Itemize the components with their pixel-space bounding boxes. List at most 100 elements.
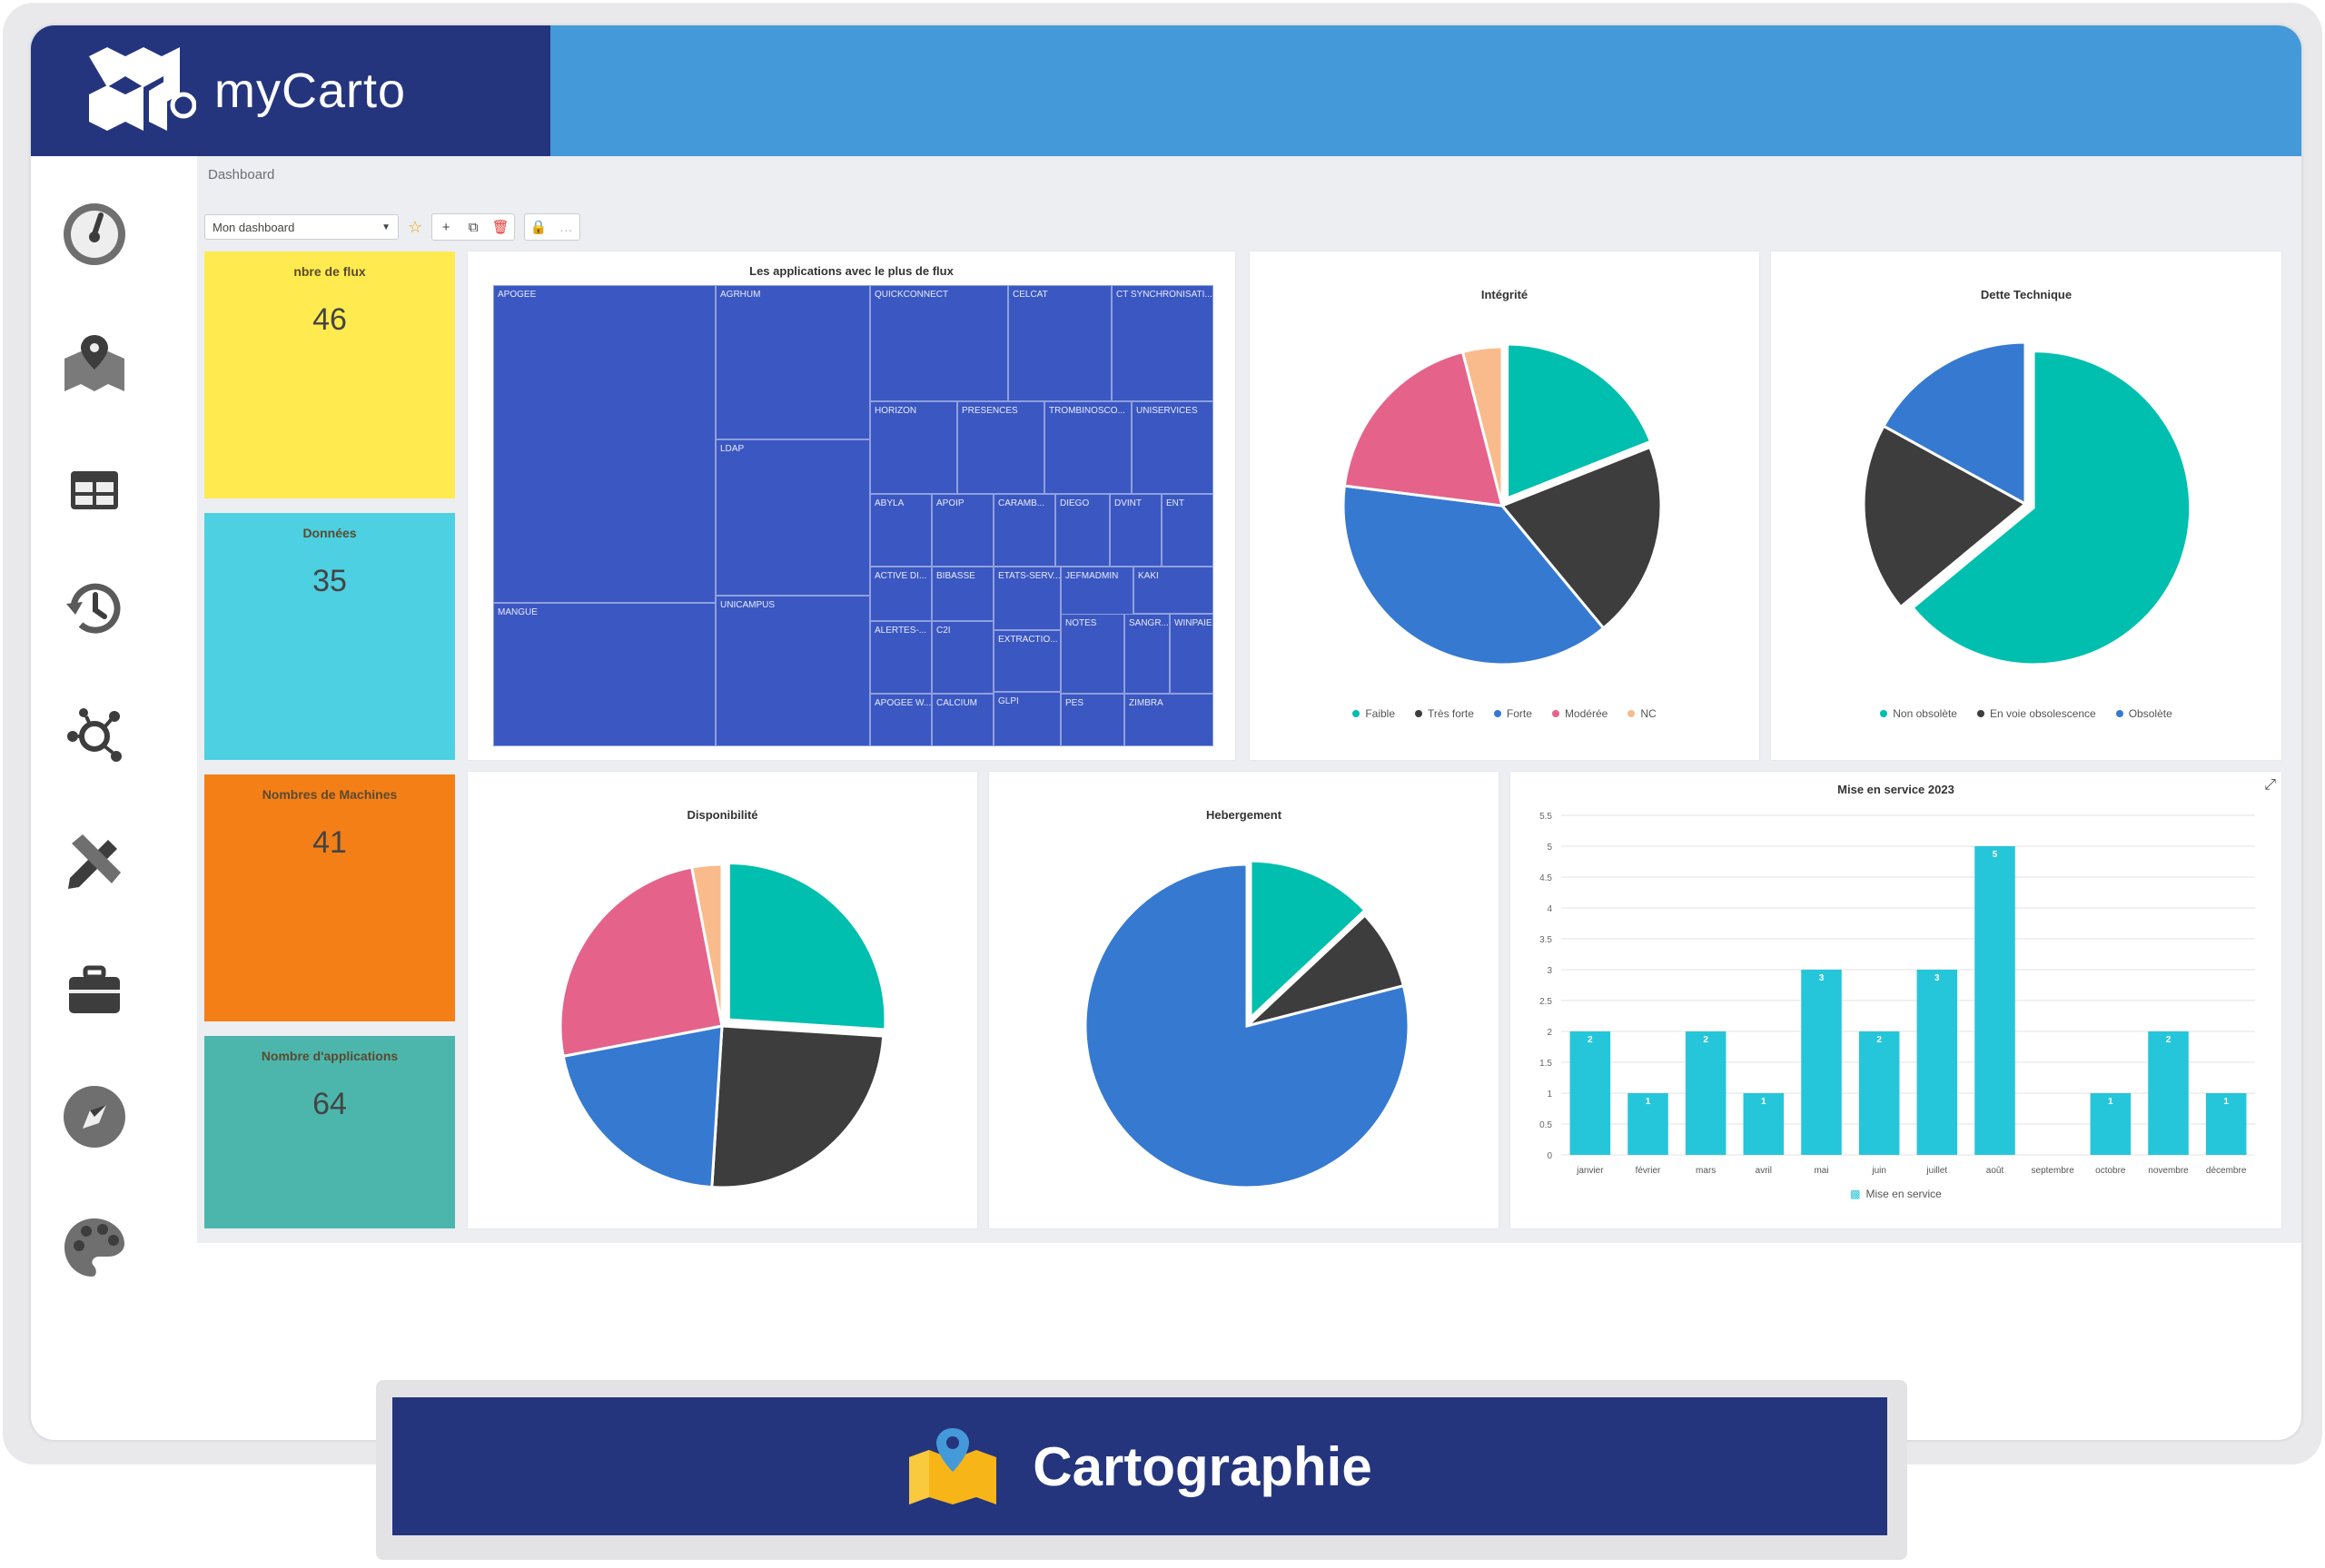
pie-slice[interactable]	[1460, 345, 1504, 507]
pie-slice[interactable]	[1862, 424, 2028, 609]
pie-slice[interactable]	[1881, 340, 2027, 507]
pie-slice[interactable]	[1910, 350, 2192, 666]
treemap-cell[interactable]: UNISERVICES	[1132, 401, 1213, 494]
star-icon[interactable]: ☆	[408, 217, 423, 236]
pie-slice[interactable]	[1249, 859, 1367, 1021]
treemap-cell[interactable]: CELCAT	[1008, 285, 1112, 401]
treemap-cell[interactable]: ETATS-SERV...	[994, 567, 1061, 630]
bar-mars[interactable]	[1685, 1031, 1726, 1155]
treemap-cell[interactable]: PRESENCES	[957, 401, 1044, 494]
legend-item[interactable]: Modérée	[1551, 707, 1608, 720]
pie-slice[interactable]	[1341, 484, 1606, 666]
legend-item[interactable]: ▩ Mise en service	[1850, 1188, 1942, 1200]
bar-juin[interactable]	[1858, 1031, 1900, 1155]
treemap-cell[interactable]: DVINT	[1110, 494, 1162, 567]
legend-item[interactable]: Très forte	[1415, 707, 1474, 720]
bar-février[interactable]	[1628, 1093, 1668, 1155]
map-pin-icon[interactable]	[60, 329, 129, 398]
treemap-cell[interactable]: MANGUE	[493, 603, 716, 746]
treemap-cell[interactable]: ABYLA	[870, 494, 932, 567]
dette-technique-pie	[1862, 340, 2192, 666]
bar-avril[interactable]	[1743, 1093, 1785, 1155]
legend-item[interactable]: Faible	[1352, 707, 1395, 720]
briefcase-icon[interactable]	[60, 955, 129, 1024]
legend-item[interactable]: NC	[1628, 707, 1657, 720]
dashboard-gauge-icon[interactable]	[60, 200, 129, 269]
treemap-cell[interactable]: NOTES	[1061, 614, 1124, 694]
treemap-cell[interactable]: LDAP	[716, 439, 870, 596]
bar-mai[interactable]	[1801, 970, 1842, 1155]
legend-item[interactable]: Non obsolète	[1880, 707, 1957, 720]
bar-octobre[interactable]	[2090, 1093, 2132, 1155]
treemap-cell[interactable]: ALERTES-...	[870, 621, 932, 694]
legend-item[interactable]: Forte	[1493, 707, 1532, 720]
legend-label: Forte	[1506, 707, 1532, 720]
dashboard-select[interactable]: Mon dashboard ▼	[204, 214, 399, 240]
mise-en-service-title: Mise en service 2023	[1837, 783, 1954, 796]
treemap-cell[interactable]: APOGEE W...	[870, 694, 932, 746]
pie-slice[interactable]	[1245, 913, 1406, 1028]
treemap-cell[interactable]: CARAMB...	[994, 494, 1055, 567]
treemap-cell[interactable]: ACTIVE DI...	[870, 567, 932, 621]
pie-slice[interactable]	[1083, 863, 1410, 1189]
treemap-cell[interactable]: APOIP	[932, 494, 994, 567]
legend-item[interactable]: Obsolète	[2115, 707, 2172, 720]
pie-slice[interactable]	[710, 1024, 885, 1189]
pie-slice[interactable]	[559, 865, 724, 1059]
treemap-cell[interactable]: HORIZON	[870, 401, 957, 494]
kpi-flux[interactable]: nbre de flux 46	[204, 251, 455, 498]
treemap-cell[interactable]: BIBASSE	[932, 567, 994, 621]
kpi-donnees[interactable]: Données 35	[204, 513, 455, 760]
kpi-machines[interactable]: Nombres de Machines 41	[204, 774, 455, 1021]
pie-slice[interactable]	[1506, 342, 1653, 500]
treemap-cell[interactable]: C2I	[932, 621, 994, 694]
treemap-cell[interactable]: QUICKCONNECT	[870, 285, 1008, 401]
legend-item[interactable]: En voie obsolescence	[1976, 707, 2096, 720]
dette-technique-panel: Dette Technique Non obsolète En voie obs…	[1771, 251, 2281, 760]
treemap-cell[interactable]: ZIMBRA	[1124, 694, 1213, 746]
treemap-cell[interactable]: CALCIUM	[932, 694, 994, 746]
pie-slice[interactable]	[727, 861, 887, 1031]
bar-janvier[interactable]	[1569, 1031, 1611, 1155]
treemap-cell[interactable]: KAKI	[1133, 567, 1213, 614]
treemap-cell[interactable]: SANGR...	[1124, 614, 1170, 694]
breadcrumb[interactable]: Dashboard	[208, 167, 275, 182]
bar-décembre[interactable]	[2205, 1093, 2247, 1155]
treemap-cell[interactable]: GLPI	[994, 692, 1061, 746]
plus-icon[interactable]: +	[441, 219, 450, 235]
banner-label: Cartographie	[1033, 1435, 1372, 1497]
compass-icon[interactable]	[60, 1082, 129, 1151]
pie-slice[interactable]	[561, 1024, 724, 1189]
bar-juillet[interactable]	[1916, 970, 1958, 1155]
legend-label: Mise en service	[1865, 1188, 1942, 1200]
pie-slice[interactable]	[689, 863, 724, 1027]
copy-icon[interactable]: ⧉	[468, 219, 479, 235]
trash-icon[interactable]: 🗑	[491, 220, 510, 235]
pie-slice[interactable]	[1342, 350, 1505, 508]
treemap-cell[interactable]: WINPAIE	[1170, 614, 1213, 694]
treemap-cell[interactable]: DIEGO	[1055, 494, 1110, 567]
treemap-cell[interactable]: TROMBINOSCO...	[1044, 401, 1132, 494]
brand[interactable]: myCarto	[31, 25, 550, 156]
treemap-cell[interactable]: UNICAMPUS	[716, 596, 870, 746]
expand-icon[interactable]: ⤢	[2264, 777, 2276, 793]
palette-icon[interactable]	[60, 1214, 129, 1283]
pie-slice[interactable]	[1499, 445, 1663, 630]
treemap-cell[interactable]: CT SYNCHRONISATI...	[1112, 285, 1213, 401]
dashboard-content: Dashboard Mon dashboard ▼ ☆ + ⧉ 🗑 🔒 … nb…	[197, 156, 2301, 1243]
table-icon[interactable]	[60, 456, 129, 525]
treemap-cell[interactable]: APOGEE	[493, 285, 716, 603]
treemap-cell[interactable]: EXTRACTIO...	[994, 630, 1061, 692]
treemap-cell[interactable]: PES	[1061, 694, 1124, 746]
pencil-ruler-icon[interactable]	[60, 828, 129, 897]
kpi-applications[interactable]: Nombre d'applications 64	[204, 1036, 455, 1228]
bar-août[interactable]	[1974, 846, 2015, 1155]
lock-icon[interactable]: 🔒	[529, 220, 548, 235]
treemap-cell[interactable]: AGRHUM	[716, 285, 870, 439]
x-tick-label: mars	[1696, 1166, 1716, 1176]
bar-novembre[interactable]	[2148, 1031, 2189, 1155]
network-icon[interactable]	[60, 701, 129, 770]
history-icon[interactable]	[60, 574, 129, 643]
legend-label: Faible	[1365, 707, 1396, 720]
treemap-cell[interactable]: ENT	[1162, 494, 1213, 567]
